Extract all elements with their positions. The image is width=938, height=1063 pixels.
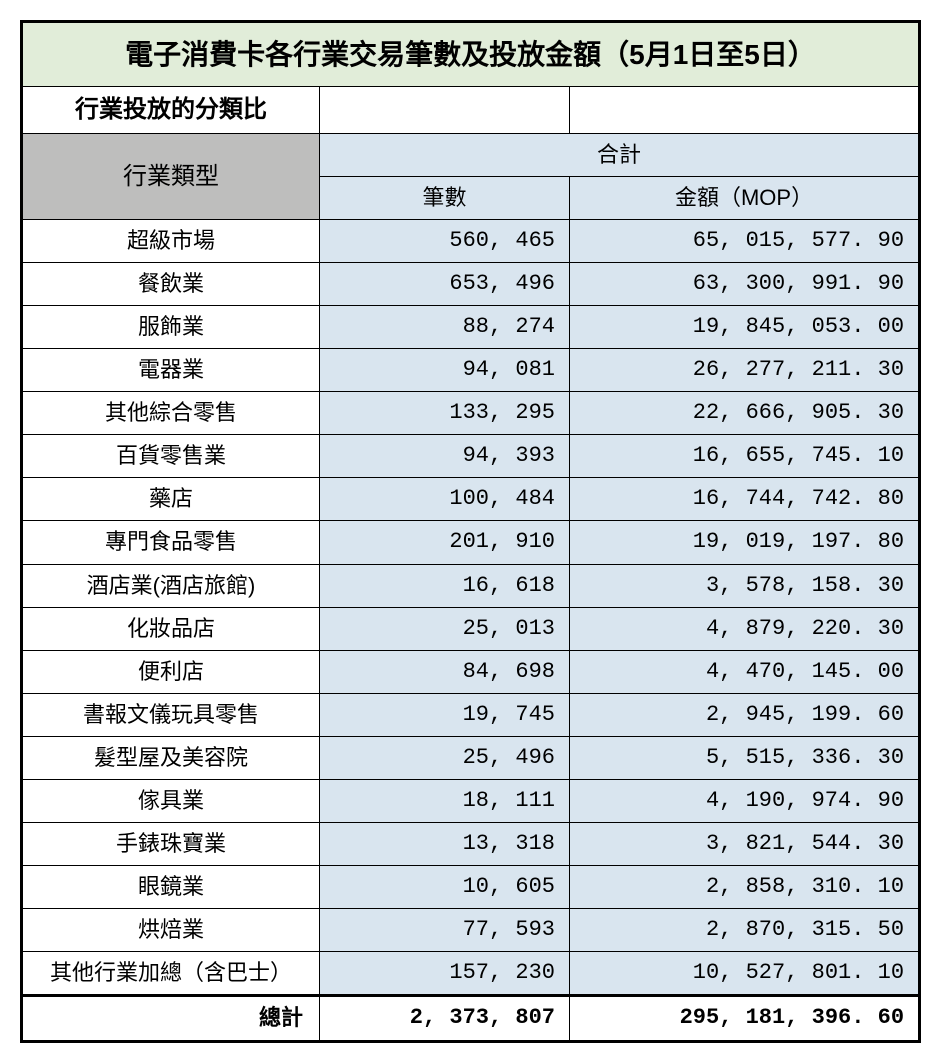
count-cell: 19, 745 bbox=[320, 693, 570, 736]
amount-cell: 2, 870, 315. 50 bbox=[570, 909, 920, 952]
table-row: 服飾業88, 27419, 845, 053. 00 bbox=[22, 305, 920, 348]
amount-cell: 65, 015, 577. 90 bbox=[570, 219, 920, 262]
count-cell: 100, 484 bbox=[320, 478, 570, 521]
industry-cell: 餐飲業 bbox=[22, 262, 320, 305]
amount-cell: 2, 945, 199. 60 bbox=[570, 693, 920, 736]
amount-cell: 16, 655, 745. 10 bbox=[570, 435, 920, 478]
title-row: 電子消費卡各行業交易筆數及投放金額（5月1日至5日） bbox=[22, 22, 920, 87]
header-row-1: 行業類型 合計 bbox=[22, 133, 920, 176]
amount-cell: 4, 470, 145. 00 bbox=[570, 650, 920, 693]
amount-cell: 10, 527, 801. 10 bbox=[570, 952, 920, 996]
industry-cell: 手錶珠寶業 bbox=[22, 823, 320, 866]
amount-cell: 22, 666, 905. 30 bbox=[570, 392, 920, 435]
count-cell: 653, 496 bbox=[320, 262, 570, 305]
amount-cell: 16, 744, 742. 80 bbox=[570, 478, 920, 521]
count-cell: 77, 593 bbox=[320, 909, 570, 952]
header-amount: 金額（MOP） bbox=[570, 176, 920, 219]
table-row: 烘焙業77, 5932, 870, 315. 50 bbox=[22, 909, 920, 952]
industry-cell: 其他綜合零售 bbox=[22, 392, 320, 435]
industry-cell: 專門食品零售 bbox=[22, 521, 320, 564]
industry-cell: 烘焙業 bbox=[22, 909, 320, 952]
total-label: 總計 bbox=[22, 996, 320, 1041]
industry-cell: 超級市場 bbox=[22, 219, 320, 262]
table-row: 其他綜合零售133, 29522, 666, 905. 30 bbox=[22, 392, 920, 435]
count-cell: 10, 605 bbox=[320, 866, 570, 909]
table-row: 超級市場560, 46565, 015, 577. 90 bbox=[22, 219, 920, 262]
industry-cell: 髮型屋及美容院 bbox=[22, 736, 320, 779]
count-cell: 94, 393 bbox=[320, 435, 570, 478]
table-row: 百貨零售業94, 39316, 655, 745. 10 bbox=[22, 435, 920, 478]
table-row: 酒店業(酒店旅館)16, 6183, 578, 158. 30 bbox=[22, 564, 920, 607]
header-count: 筆數 bbox=[320, 176, 570, 219]
amount-cell: 19, 019, 197. 80 bbox=[570, 521, 920, 564]
industry-cell: 酒店業(酒店旅館) bbox=[22, 564, 320, 607]
industry-cell: 書報文儀玩具零售 bbox=[22, 693, 320, 736]
industry-cell: 其他行業加總（含巴士） bbox=[22, 952, 320, 996]
industry-cell: 藥店 bbox=[22, 478, 320, 521]
industry-cell: 眼鏡業 bbox=[22, 866, 320, 909]
count-cell: 84, 698 bbox=[320, 650, 570, 693]
table-row: 手錶珠寶業13, 3183, 821, 544. 30 bbox=[22, 823, 920, 866]
table-row: 便利店84, 6984, 470, 145. 00 bbox=[22, 650, 920, 693]
industry-cell: 電器業 bbox=[22, 349, 320, 392]
count-cell: 16, 618 bbox=[320, 564, 570, 607]
table-title: 電子消費卡各行業交易筆數及投放金額（5月1日至5日） bbox=[22, 22, 920, 87]
amount-cell: 4, 190, 974. 90 bbox=[570, 779, 920, 822]
count-cell: 94, 081 bbox=[320, 349, 570, 392]
subheader-label: 行業投放的分類比 bbox=[22, 87, 320, 133]
industry-cell: 化妝品店 bbox=[22, 607, 320, 650]
amount-cell: 19, 845, 053. 00 bbox=[570, 305, 920, 348]
industry-cell: 傢具業 bbox=[22, 779, 320, 822]
table-row: 藥店100, 48416, 744, 742. 80 bbox=[22, 478, 920, 521]
table-row: 餐飲業653, 49663, 300, 991. 90 bbox=[22, 262, 920, 305]
total-count: 2, 373, 807 bbox=[320, 996, 570, 1041]
table-row: 髮型屋及美容院25, 4965, 515, 336. 30 bbox=[22, 736, 920, 779]
table-row: 眼鏡業10, 6052, 858, 310. 10 bbox=[22, 866, 920, 909]
amount-cell: 3, 821, 544. 30 bbox=[570, 823, 920, 866]
industry-cell: 百貨零售業 bbox=[22, 435, 320, 478]
count-cell: 133, 295 bbox=[320, 392, 570, 435]
header-total: 合計 bbox=[320, 133, 920, 176]
industry-cell: 便利店 bbox=[22, 650, 320, 693]
count-cell: 560, 465 bbox=[320, 219, 570, 262]
table-row: 其他行業加總（含巴士）157, 23010, 527, 801. 10 bbox=[22, 952, 920, 996]
industry-transactions-table: 電子消費卡各行業交易筆數及投放金額（5月1日至5日） 行業投放的分類比 行業類型… bbox=[20, 20, 921, 1043]
table-row: 書報文儀玩具零售19, 7452, 945, 199. 60 bbox=[22, 693, 920, 736]
subheader-row: 行業投放的分類比 bbox=[22, 87, 920, 133]
amount-cell: 2, 858, 310. 10 bbox=[570, 866, 920, 909]
amount-cell: 63, 300, 991. 90 bbox=[570, 262, 920, 305]
count-cell: 25, 496 bbox=[320, 736, 570, 779]
count-cell: 25, 013 bbox=[320, 607, 570, 650]
amount-cell: 5, 515, 336. 30 bbox=[570, 736, 920, 779]
subheader-blank-2 bbox=[570, 87, 920, 133]
industry-cell: 服飾業 bbox=[22, 305, 320, 348]
count-cell: 13, 318 bbox=[320, 823, 570, 866]
subheader-blank-1 bbox=[320, 87, 570, 133]
table-row: 化妝品店25, 0134, 879, 220. 30 bbox=[22, 607, 920, 650]
amount-cell: 3, 578, 158. 30 bbox=[570, 564, 920, 607]
total-row: 總計 2, 373, 807 295, 181, 396. 60 bbox=[22, 996, 920, 1041]
count-cell: 201, 910 bbox=[320, 521, 570, 564]
count-cell: 157, 230 bbox=[320, 952, 570, 996]
total-amount: 295, 181, 396. 60 bbox=[570, 996, 920, 1041]
count-cell: 88, 274 bbox=[320, 305, 570, 348]
amount-cell: 4, 879, 220. 30 bbox=[570, 607, 920, 650]
amount-cell: 26, 277, 211. 30 bbox=[570, 349, 920, 392]
table-row: 專門食品零售201, 91019, 019, 197. 80 bbox=[22, 521, 920, 564]
header-industry-type: 行業類型 bbox=[22, 133, 320, 219]
count-cell: 18, 111 bbox=[320, 779, 570, 822]
table-row: 電器業94, 08126, 277, 211. 30 bbox=[22, 349, 920, 392]
table-row: 傢具業18, 1114, 190, 974. 90 bbox=[22, 779, 920, 822]
